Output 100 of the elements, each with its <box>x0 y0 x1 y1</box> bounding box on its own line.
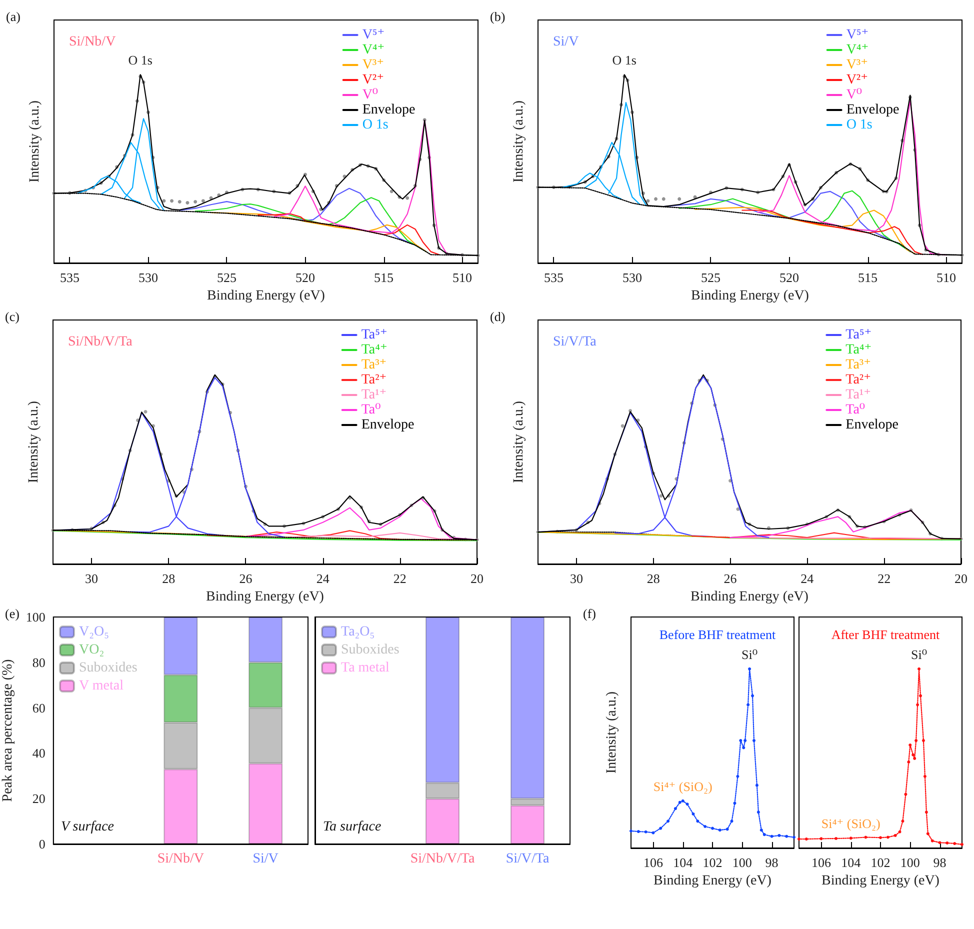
x-axis-title: Binding Energy (eV) <box>206 589 324 604</box>
annotation: Si⁴⁺ (SiO₂) <box>653 778 712 794</box>
legend-label: O 1s <box>846 118 872 132</box>
x-axis-title: Binding Energy (eV) <box>822 873 940 888</box>
legend-label: Ta¹⁺ <box>361 388 387 402</box>
annotation: Si⁰ <box>742 646 758 662</box>
legend-label: Ta⁵⁺ <box>846 328 872 342</box>
x-tick-label: 98 <box>933 855 946 870</box>
text: (e) <box>5 606 20 621</box>
x-tick-label: 520 <box>296 270 316 285</box>
legend-label: VO₂ <box>79 642 104 658</box>
x-tick-label: Si/V <box>252 852 278 866</box>
annotation: Si⁰ <box>910 646 928 662</box>
x-tick-label: 510 <box>936 270 956 285</box>
x-tick-label: 20 <box>470 571 484 586</box>
legend-label: V²⁺ <box>846 72 868 88</box>
legend-label: Envelope <box>846 418 899 432</box>
chart-title: Before BHF treatment <box>659 627 776 642</box>
y-axis-title: Intensity (a.u.) <box>26 400 42 484</box>
legend-label: V⁵⁺ <box>846 28 869 42</box>
x-tick-label: 104 <box>673 855 694 870</box>
legend-label: Ta²⁺ <box>846 372 872 388</box>
legend-label: V⁴⁺ <box>846 42 869 58</box>
x-tick-label: 102 <box>870 855 890 870</box>
x-tick-label: 525 <box>216 270 236 285</box>
y-tick-label: 0 <box>38 836 46 852</box>
x-tick-label: 28 <box>162 571 176 586</box>
text: (d) <box>490 309 506 324</box>
y-tick-label: 100 <box>26 610 46 624</box>
legend-label: Ta⁵⁺ <box>361 328 388 342</box>
legend-label: V³⁺ <box>362 58 384 72</box>
annotation: O 1s <box>612 52 636 68</box>
x-tick-label: 98 <box>765 855 778 870</box>
legend-label: Envelope <box>846 102 900 118</box>
x-tick-label: 510 <box>452 270 472 285</box>
legend-label: Suboxides <box>341 642 400 658</box>
legend-label: Ta₂O₅ <box>341 624 375 640</box>
x-tick-label: 106 <box>643 855 664 870</box>
x-axis-title: Binding Energy (eV) <box>690 589 809 604</box>
y-axis-title: Intensity (a.u.) <box>604 691 620 774</box>
x-tick-label: Si/V/Ta <box>506 852 550 866</box>
legend-label: Ta metal <box>341 660 390 676</box>
text: (b) <box>490 9 506 24</box>
y-tick-label: 40 <box>32 746 46 761</box>
legend-label: Ta¹⁺ <box>846 388 872 402</box>
x-tick-label: 525 <box>700 270 720 285</box>
x-tick-label: 530 <box>622 270 642 285</box>
legend-label: Ta³⁺ <box>361 358 387 372</box>
legend-label: Ta⁰ <box>361 402 382 418</box>
y-tick-label: 20 <box>32 791 46 806</box>
text: Ta surface <box>323 820 382 834</box>
x-tick-label: 26 <box>724 571 738 586</box>
legend-label: V⁴⁺ <box>362 42 385 58</box>
legend-label: V⁵⁺ <box>362 28 385 42</box>
x-tick-label: 20 <box>954 571 968 586</box>
legend-label: Ta⁰ <box>846 402 866 418</box>
legend-label: V⁰ <box>846 88 862 102</box>
x-tick-label: 100 <box>900 855 920 870</box>
x-tick-label: 535 <box>544 270 564 285</box>
legend-label: Ta²⁺ <box>361 372 387 388</box>
legend-label: V²⁺ <box>362 72 384 88</box>
x-tick-label: 22 <box>878 571 891 586</box>
x-tick-label: 106 <box>811 855 832 870</box>
text: (c) <box>5 309 20 324</box>
legend-label: O 1s <box>362 118 388 132</box>
x-tick-label: 24 <box>800 571 814 586</box>
legend-label: Envelope <box>362 102 416 118</box>
legend-label: Envelope <box>361 418 414 432</box>
x-axis-title: Binding Energy (eV) <box>691 288 810 304</box>
x-tick-label: 30 <box>570 571 583 586</box>
y-tick-label: 60 <box>32 700 46 716</box>
legend-label: V³⁺ <box>846 58 868 72</box>
x-tick-label: 30 <box>85 571 98 586</box>
y-tick-label: 80 <box>32 654 46 670</box>
x-tick-label: 100 <box>732 855 752 870</box>
chart-title: Si/V/Ta <box>553 334 598 350</box>
legend-label: V metal <box>79 678 124 694</box>
x-tick-label: 22 <box>393 571 406 586</box>
x-tick-label: 28 <box>646 571 660 586</box>
x-tick-label: Si/Nb/V <box>157 852 204 866</box>
legend-label: Suboxides <box>79 660 138 676</box>
text: (f) <box>583 606 596 621</box>
annotation: Si⁴⁺ (SiO₂) <box>821 816 880 832</box>
chart-title: Si/Nb/V <box>69 34 116 50</box>
legend-label: Ta⁴⁺ <box>361 342 388 358</box>
text: V surface <box>61 820 114 834</box>
y-axis-title: Intensity (a.u.) <box>28 100 42 183</box>
text: (a) <box>6 9 20 24</box>
x-axis-title: Binding Energy (eV) <box>654 873 772 888</box>
legend-label: Ta⁴⁺ <box>846 342 872 358</box>
x-axis-title: Binding Energy (eV) <box>207 288 326 304</box>
y-axis-title: Peak area percentage (%) <box>0 658 16 802</box>
x-tick-label: 520 <box>780 270 800 285</box>
x-tick-label: 515 <box>374 270 394 285</box>
chart-title: After BHF treatment <box>831 627 940 642</box>
x-tick-label: Si/Nb/V/Ta <box>410 852 476 866</box>
x-tick-label: 530 <box>138 270 158 285</box>
y-axis-title: Intensity (a.u.) <box>512 400 526 484</box>
legend-label: V₂O₅ <box>79 624 110 640</box>
x-tick-label: 24 <box>316 571 330 586</box>
